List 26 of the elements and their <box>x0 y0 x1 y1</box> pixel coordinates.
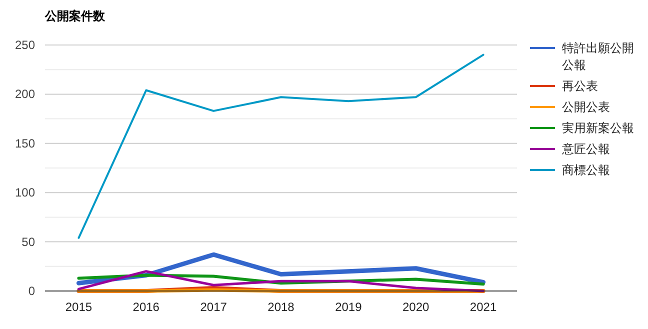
chart-title: 公開案件数 <box>44 9 106 23</box>
x-tick-label: 2017 <box>200 300 228 314</box>
x-tick-label: 2019 <box>335 300 362 314</box>
legend-item: 実用新案公報 <box>530 121 634 135</box>
legend-item: 特許出願公開公報 <box>530 41 634 72</box>
legend-label: 公開公表 <box>562 100 610 114</box>
legend-item: 公開公表 <box>530 100 610 114</box>
legend-label: 実用新案公報 <box>562 121 634 135</box>
legend-item: 商標公報 <box>530 163 610 177</box>
legend-label: 再公表 <box>562 79 598 93</box>
legend-item: 意匠公報 <box>530 142 610 156</box>
y-tick-label: 50 <box>22 234 36 249</box>
legend-item: 再公表 <box>530 79 598 93</box>
x-tick-label: 2015 <box>65 300 92 314</box>
legend-label: 意匠公報 <box>561 142 610 156</box>
y-tick-label: 150 <box>14 136 36 150</box>
x-tick-label: 2018 <box>268 300 295 314</box>
y-tick-label: 200 <box>14 87 36 102</box>
y-tick-label: 100 <box>14 186 36 200</box>
y-tick-label: 0 <box>28 284 36 298</box>
legend-label: 商標公報 <box>562 163 610 177</box>
y-tick-label: 250 <box>14 38 36 52</box>
x-tick-label: 2021 <box>470 300 497 314</box>
x-tick-label: 2016 <box>132 300 160 314</box>
legend-label: 特許出願公開公報 <box>562 41 634 72</box>
x-tick-label: 2020 <box>402 300 430 314</box>
